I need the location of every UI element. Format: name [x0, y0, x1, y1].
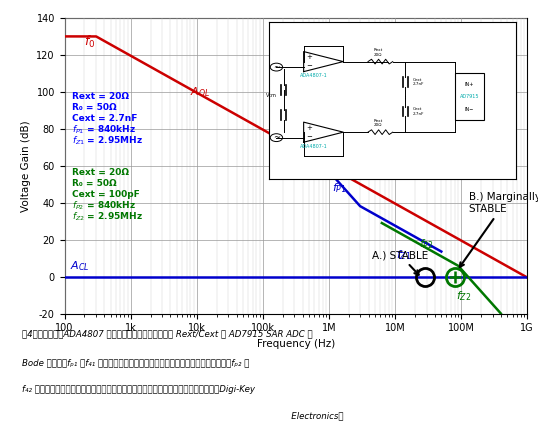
Text: 图4：所示为两个ADA4807 运算放大器驱动具有两对独立 Rext/Cext 的 AD7915 SAR ADC 的: 图4：所示为两个ADA4807 运算放大器驱动具有两对独立 Rext/Cext …: [22, 329, 312, 338]
Text: Rext = 20Ω: Rext = 20Ω: [72, 168, 129, 177]
Text: Cext = 100pF: Cext = 100pF: [72, 190, 140, 199]
Text: Vcm: Vcm: [266, 93, 277, 98]
Text: Cext
2.7nF: Cext 2.7nF: [413, 108, 424, 116]
Text: Electronics）: Electronics）: [195, 411, 343, 420]
Text: $A_{CL}$: $A_{CL}$: [70, 259, 89, 273]
Text: R₀ = 50Ω: R₀ = 50Ω: [72, 103, 117, 112]
Text: R₀ = 50Ω: R₀ = 50Ω: [72, 179, 117, 188]
Text: ADA4807-1: ADA4807-1: [300, 73, 328, 78]
Text: AD7915: AD7915: [459, 95, 479, 99]
Text: ~: ~: [273, 63, 280, 72]
Text: $f_{Z2}$: $f_{Z2}$: [456, 289, 472, 302]
Y-axis label: Voltage Gain (dB): Voltage Gain (dB): [21, 120, 31, 211]
FancyBboxPatch shape: [455, 73, 484, 121]
X-axis label: Frequency (Hz): Frequency (Hz): [257, 339, 335, 349]
Text: ADA4807-1: ADA4807-1: [300, 144, 328, 149]
Text: $A_{OL}$: $A_{OL}$: [190, 86, 210, 99]
Text: $f_{P2}$ = 840kHz: $f_{P2}$ = 840kHz: [72, 199, 136, 212]
Text: Rext
20Ω: Rext 20Ω: [373, 48, 383, 57]
Text: Cext
2.7nF: Cext 2.7nF: [413, 78, 424, 86]
Text: $f_0$: $f_0$: [84, 34, 96, 50]
Text: Rext = 20Ω: Rext = 20Ω: [72, 92, 129, 101]
Text: IN+: IN+: [465, 82, 474, 87]
Text: −: −: [307, 134, 313, 139]
Text: $f_{P1}$: $f_{P1}$: [332, 181, 346, 195]
Text: $f_{P2}$: $f_{P2}$: [419, 237, 434, 251]
Text: $f_{P1}$ = 840kHz: $f_{P1}$ = 840kHz: [72, 124, 136, 136]
Text: ~: ~: [273, 133, 280, 142]
Text: −: −: [307, 63, 313, 69]
Text: f₄₂ 的转折频率改变了放大器的开环增益，形成了一个略微稳定的响应。（图片来源：Digi-Key: f₄₂ 的转折频率改变了放大器的开环增益，形成了一个略微稳定的响应。（图片来源：…: [22, 385, 254, 394]
Text: +: +: [307, 125, 313, 131]
Text: $f_{Z2}$ = 2.95MHz: $f_{Z2}$ = 2.95MHz: [72, 211, 143, 223]
Text: IN−: IN−: [465, 107, 474, 112]
Text: $f_{Z1}$: $f_{Z1}$: [397, 248, 412, 262]
Text: Bode 图响应。fₚ₁ 和f₄₁ 转折频率改变了放大器的开环增益，形成稳定的系统响应。fₚ₂ 和: Bode 图响应。fₚ₁ 和f₄₁ 转折频率改变了放大器的开环增益，形成稳定的系…: [22, 358, 249, 367]
Text: +: +: [307, 54, 313, 60]
Text: Cext = 2.7nF: Cext = 2.7nF: [72, 114, 138, 123]
Text: Rext
20Ω: Rext 20Ω: [373, 119, 383, 128]
Text: A.) STABLE: A.) STABLE: [372, 250, 428, 275]
Text: $f_{Z1}$ = 2.95MHz: $f_{Z1}$ = 2.95MHz: [72, 134, 143, 147]
Text: B.) Marginally
STABLE: B.) Marginally STABLE: [460, 192, 538, 267]
